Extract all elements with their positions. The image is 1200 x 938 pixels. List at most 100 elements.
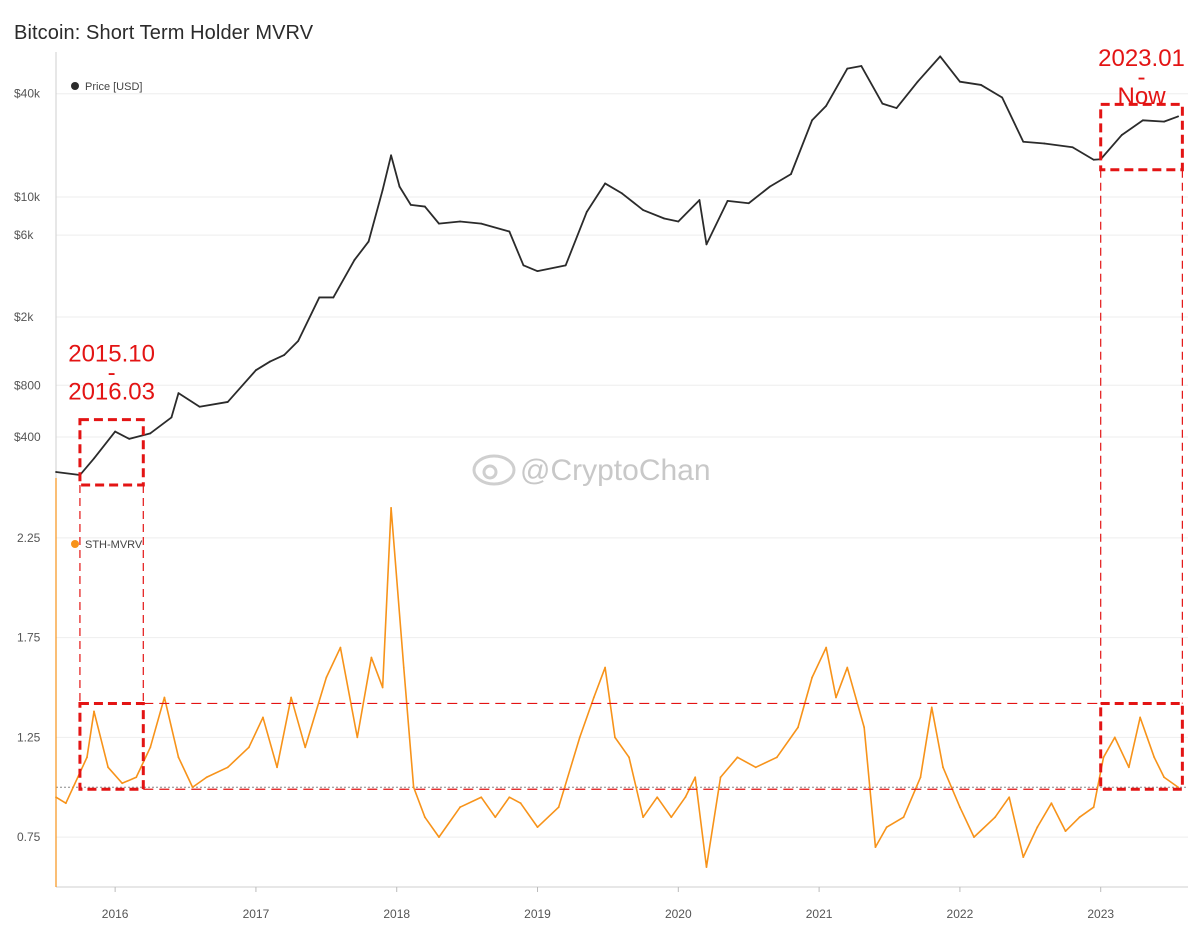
price-point	[1177, 115, 1180, 118]
price-point	[55, 471, 57, 473]
price-highlight-box	[78, 418, 145, 487]
mvrv-point	[592, 696, 595, 699]
mvrv-point	[163, 696, 166, 699]
annotation-label: 2016.03	[68, 379, 155, 406]
price-point	[677, 220, 680, 223]
price-point	[536, 270, 539, 273]
price-point	[790, 173, 792, 176]
price-point	[423, 205, 426, 208]
price-point	[283, 354, 285, 356]
price-point	[916, 80, 919, 83]
mvrv-point	[1153, 756, 1156, 759]
price-point	[747, 202, 750, 205]
mvrv-point	[262, 716, 264, 719]
price-point	[480, 222, 483, 225]
price-point	[149, 432, 152, 435]
mvrv-point	[797, 726, 799, 729]
price-point	[881, 102, 884, 105]
price-point	[1163, 120, 1165, 123]
price-point	[825, 104, 828, 107]
price-point	[297, 340, 300, 342]
mvrv-point	[494, 816, 497, 819]
mvrv-point	[642, 816, 645, 819]
mvrv-point	[93, 710, 95, 713]
annotation-label: 2023.01	[1098, 45, 1185, 72]
price-point	[367, 240, 370, 243]
price-y-tick-label: $800	[14, 378, 41, 392]
mvrv-y-tick-label: 2.25	[17, 531, 41, 545]
mvrv-point	[356, 736, 359, 739]
x-tick-label: 2016	[102, 907, 129, 921]
weibo-icon-body	[472, 454, 516, 486]
price-point	[226, 401, 229, 403]
mvrv-y-tick-label: 1.25	[17, 730, 41, 744]
mvrv-point	[578, 736, 581, 739]
x-tick-label: 2019	[524, 907, 551, 921]
mvrv-point	[1050, 802, 1053, 805]
price-point	[1022, 140, 1025, 143]
mvrv-point	[874, 846, 877, 848]
series-layer	[55, 55, 1180, 868]
annotation-label: -	[1138, 64, 1146, 91]
mvrv-point	[811, 676, 813, 679]
price-point	[128, 437, 131, 440]
price-point	[390, 154, 392, 157]
mvrv-point	[107, 766, 109, 769]
x-tick-label: 2020	[665, 907, 692, 921]
price-point	[698, 199, 701, 201]
chart-title: Bitcoin: Short Term Holder MVRV	[14, 22, 314, 44]
price-point	[318, 296, 321, 299]
mvrv-point	[719, 776, 722, 779]
price-point	[1001, 96, 1004, 99]
price-y-tick-label: $40k	[14, 87, 41, 101]
mvrv-point	[536, 826, 539, 829]
price-point	[663, 217, 666, 220]
mvrv-point	[1177, 786, 1180, 789]
mvrv-point	[919, 776, 922, 779]
x-tick-label: 2017	[243, 907, 270, 921]
price-point	[381, 189, 384, 191]
price-point	[895, 107, 898, 109]
mvrv-point	[370, 656, 373, 659]
price-point	[642, 209, 645, 211]
mvrv-point	[942, 766, 944, 769]
mvrv-point	[325, 676, 328, 679]
mvrv-point	[519, 802, 522, 805]
mvrv-point	[438, 836, 440, 839]
mvrv-point	[705, 866, 708, 868]
price-point	[438, 222, 440, 225]
price-legend-label: Price [USD]	[85, 81, 142, 93]
mvrv-point	[902, 816, 905, 819]
mvrv-point	[885, 826, 888, 829]
price-point	[726, 199, 729, 202]
mvrv-point	[459, 806, 461, 809]
gridlines	[56, 93, 1188, 838]
mvrv-point	[656, 796, 659, 799]
mvrv-point	[191, 786, 194, 789]
mvrv-point	[1064, 830, 1067, 833]
mvrv-point	[684, 796, 687, 799]
price-point	[1043, 142, 1046, 145]
mvrv-point	[846, 666, 849, 669]
weibo-icon-eye	[482, 464, 498, 480]
mvrv-point	[177, 756, 180, 759]
price-legend-marker	[71, 82, 79, 90]
mvrv-point	[628, 756, 630, 759]
price-point	[93, 457, 95, 460]
price-highlight-box	[1099, 102, 1184, 172]
tick-labels: $40k $10k $6k $2k $800 $400 2.25 1.75 1.25 0.75 20…	[14, 87, 1114, 921]
price-point	[1092, 158, 1095, 161]
mvrv-point	[149, 746, 152, 749]
mvrv-y-tick-label: 1.75	[17, 631, 41, 645]
mvrv-point	[1139, 716, 1142, 719]
axes	[55, 52, 1188, 892]
price-point	[508, 230, 511, 233]
price-point	[459, 220, 461, 223]
price-y-tick-label: $400	[14, 430, 41, 444]
price-point	[621, 192, 623, 195]
mvrv-point	[835, 696, 837, 699]
annotation-label: 2015.10	[68, 341, 155, 368]
mvrv-point	[247, 746, 250, 749]
price-point	[939, 55, 942, 58]
